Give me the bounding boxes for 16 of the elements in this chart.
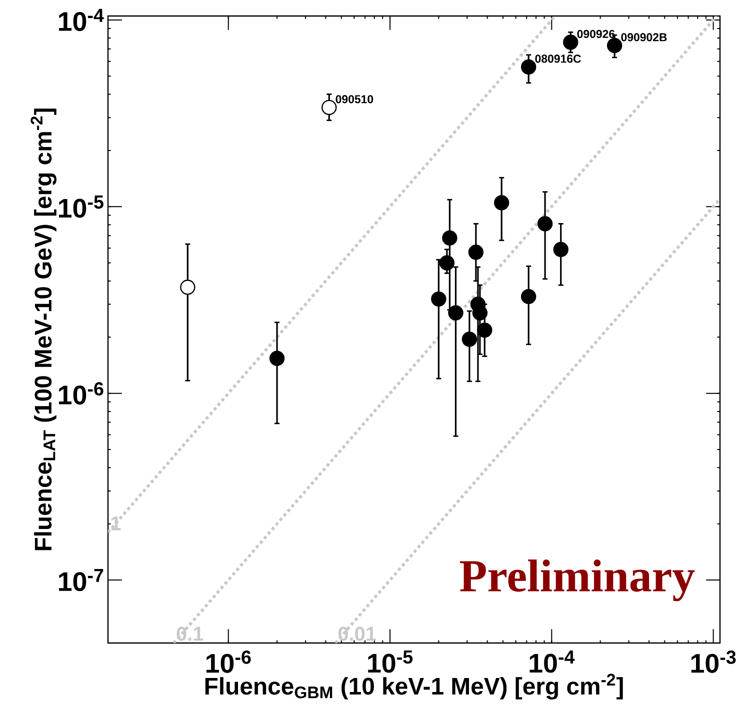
y-tick-label: 10$^{-4}$: [58, 8, 104, 32]
x-tick-label: 10$^{-4}$: [530, 650, 575, 673]
y-tick-label: 10$^{-6}$: [58, 382, 104, 405]
annotation: 090510: [336, 95, 374, 104]
annotation: 090902B: [621, 33, 667, 42]
x-axis-title: Fluence$_{GBM}$ (10 keV-1 MeV) [erg cm$^{-2}$]: [205, 674, 623, 700]
annotation: 090926: [577, 30, 615, 38]
annotation: Preliminary: [460, 559, 695, 602]
y-tick-label: 10$^{-5}$: [58, 196, 104, 218]
annotation: 080916C: [535, 54, 581, 63]
series-label: 0.01: [338, 626, 376, 641]
y-axis-title: Fluence$_{LAT}$ (100 MeV-10 GeV) [erg cm$^{-2}$]: [30, 108, 56, 550]
x-tick-label: 10$^{-3}$: [691, 650, 736, 673]
x-tick-label: 10$^{-5}$: [368, 650, 413, 673]
x-tick-label: 10$^{-6}$: [206, 650, 251, 673]
y-tick-label: 10$^{-7}$: [58, 568, 104, 592]
